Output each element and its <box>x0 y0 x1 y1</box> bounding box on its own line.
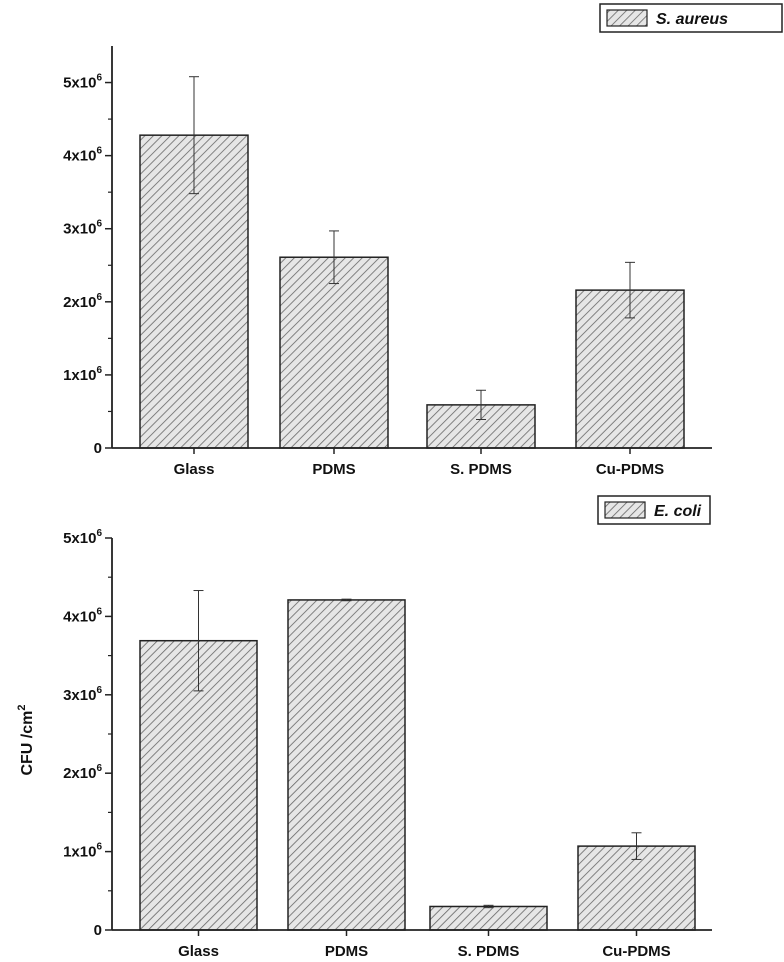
bar-e-coli-pdms <box>287 599 406 931</box>
y-axis-label: CFU /cm2 <box>16 704 36 775</box>
error-bar-s-aureus-glass <box>189 76 199 195</box>
x-tick-label-s-aureus-cu-pdms: Cu-PDMS <box>596 461 664 478</box>
y-tick-label-e-coli-4: 4x106 <box>63 606 102 625</box>
x-tick-label-e-coli-glass: Glass <box>178 943 219 960</box>
x-tick-label-e-coli-cu-pdms: Cu-PDMS <box>602 943 670 960</box>
error-bar-s-aureus-pdms <box>329 230 339 285</box>
x-tick-label-e-coli-s-pdms: S. PDMS <box>458 943 520 960</box>
legend-s-aureus: S. aureus <box>599 3 783 33</box>
legend-swatch-s-aureus <box>606 9 648 27</box>
y-tick-label-s-aureus-2: 2x106 <box>63 292 102 311</box>
legend-e-coli: E. coli <box>597 495 711 525</box>
chart-s-aureus: 0 1x106 2x106 3x106 4x106 5x106 Glass PDMS S. P… <box>63 3 783 478</box>
y-tick-label-s-aureus-3: 3x106 <box>63 219 102 238</box>
bar-s-aureus-pdms <box>279 256 389 449</box>
y-tick-label-s-aureus-4: 4x106 <box>63 146 102 165</box>
x-tick-label-s-aureus-glass: Glass <box>174 461 215 478</box>
legend-label-e-coli: E. coli <box>654 503 702 520</box>
y-tick-label-e-coli-1: 1x106 <box>63 842 102 861</box>
y-tick-label-s-aureus-1: 1x106 <box>63 365 102 384</box>
legend-swatch-e-coli <box>604 501 646 519</box>
x-tick-label-s-aureus-s-pdms: S. PDMS <box>450 461 512 478</box>
error-bar-e-coli-s-pdms <box>483 904 494 909</box>
y-tick-label-s-aureus-0: 0 <box>94 440 102 457</box>
x-tick-label-e-coli-pdms: PDMS <box>325 943 368 960</box>
y-tick-label-s-aureus-5: 5x106 <box>63 73 102 92</box>
error-bar-e-coli-glass <box>193 590 204 692</box>
error-bar-s-aureus-s-pdms <box>476 389 486 420</box>
bar-e-coli-cu-pdms <box>577 845 696 931</box>
error-bar-e-coli-cu-pdms <box>631 832 642 860</box>
legend-label-s-aureus: S. aureus <box>656 11 728 28</box>
y-tick-label-e-coli-0: 0 <box>94 922 102 939</box>
error-bar-s-aureus-cu-pdms <box>625 261 635 319</box>
bar-e-coli-s-pdms <box>429 905 548 931</box>
y-tick-label-e-coli-5: 5x106 <box>63 528 102 547</box>
y-tick-label-e-coli-2: 2x106 <box>63 763 102 782</box>
chart-e-coli: 0 1x106 2x106 3x106 4x106 5x106 Glass PDMS S. P… <box>63 495 712 960</box>
y-tick-label-e-coli-3: 3x106 <box>63 685 102 704</box>
error-bar-e-coli-pdms <box>341 598 352 602</box>
x-tick-label-s-aureus-pdms: PDMS <box>312 461 355 478</box>
